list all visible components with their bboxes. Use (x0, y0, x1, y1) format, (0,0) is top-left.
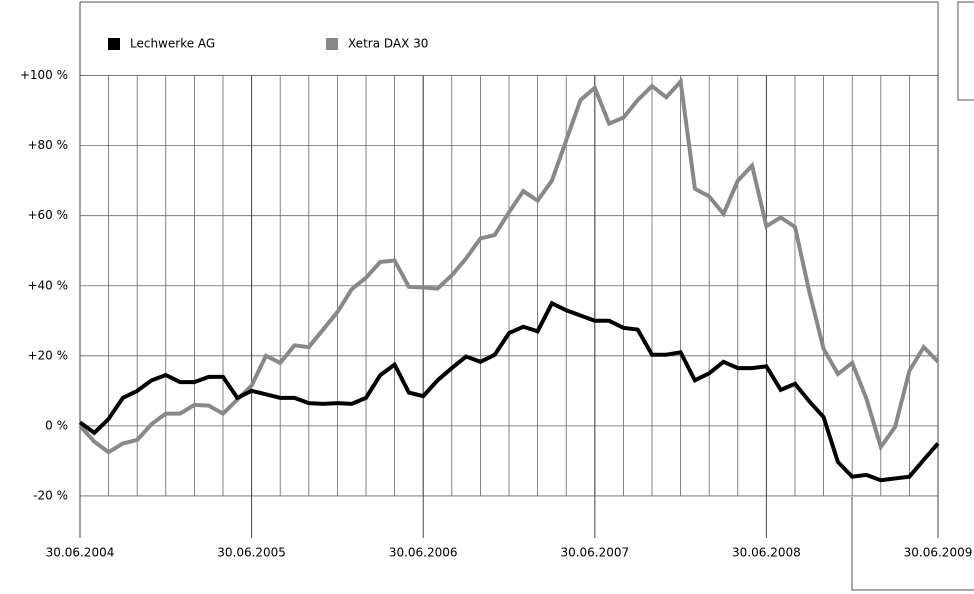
connector-line (851, 497, 974, 591)
y-tick-label: +60 % (27, 208, 68, 222)
series-line (78, 300, 940, 483)
legend-swatch (326, 38, 338, 50)
legend-label: Xetra DAX 30 (348, 37, 428, 51)
legend-label: Lechwerke AG (130, 37, 215, 51)
x-tick-label: 30.06.2009 (904, 546, 973, 560)
y-tick-label: -20 % (33, 488, 68, 502)
legend-swatch (108, 38, 120, 50)
series-line (78, 76, 940, 455)
y-tick-label: +100 % (20, 68, 68, 82)
y-tick-label: +20 % (27, 348, 68, 362)
side-box (957, 1, 974, 101)
x-tick-label: 30.06.2008 (732, 546, 801, 560)
x-tick-label: 30.06.2004 (46, 546, 115, 560)
x-tick-label: 30.06.2005 (217, 546, 286, 560)
x-tick-label: 30.06.2007 (560, 546, 629, 560)
y-tick-label: +40 % (27, 278, 68, 292)
y-tick-label: 0 % (45, 418, 68, 432)
x-tick-label: 30.06.2006 (389, 546, 458, 560)
y-tick-label: +80 % (27, 138, 68, 152)
